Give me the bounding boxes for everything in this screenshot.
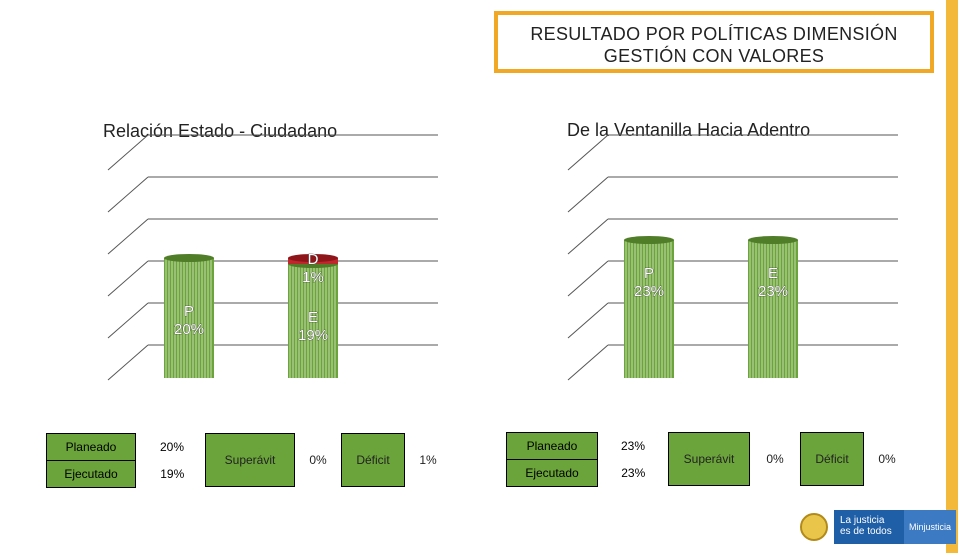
chart1-label-p-1: 20% [174,321,204,338]
chart2-deficit-label: Déficit [800,432,864,486]
chart2-grid-diag [567,134,609,171]
page-title: RESULTADO POR POLÍTICAS DIMENSIÓN GESTIÓ… [494,11,934,73]
chart2-bar-top [748,236,798,244]
chart2-deficit-value: 0% [865,432,909,486]
chart2-grid-diag [567,260,609,297]
chart1-planeado-value: 20% [135,433,209,461]
page-title-line1: RESULTADO POR POLÍTICAS DIMENSIÓN [530,24,898,44]
chart1-deficit-label: Déficit [341,433,405,487]
chart2-plan-table: Planeado 23% Ejecutado 23% [506,432,669,487]
chart1-planeado-label: Planeado [46,433,136,461]
chart1-ejecutado-label: Ejecutado [46,460,136,488]
chart1-title: Relación Estado - Ciudadano [103,121,338,141]
page-title-line2: GESTIÓN CON VALORES [603,46,825,66]
chart1-grid-diag [107,302,149,339]
chart2-title: De la Ventanilla Hacia Adentro [567,120,811,140]
chart2-plot: P23%E23% [567,134,898,381]
chart1-deficit-value: 1% [406,433,450,487]
chart2-grid-diag [567,218,609,255]
chart1-label-e-0: E [308,309,318,326]
chart1-label-p-0: P [184,303,194,320]
chart1-superavit-value: 0% [296,433,340,487]
chart2-superavit-value: 0% [751,432,799,486]
chart1-label-e-1: 19% [298,327,328,344]
logo-slogan: La justicia es de todos [840,515,892,537]
chart2-grid-diag [567,176,609,213]
chart2-grid-diag [567,302,609,339]
chart2-ejecutado-label: Ejecutado [506,459,598,487]
chart2-bar-e [748,236,798,378]
chart1-grid-diag [107,176,149,213]
chart2-label-p-0: P [644,265,654,282]
chart1-grid-diag [107,344,149,381]
chart1-bar-p [164,254,214,378]
chart1-bar-top [164,254,214,262]
chart2-grid-diag [567,344,609,381]
chart2-planeado-value: 23% [597,432,669,460]
chart1-grid-diag [107,260,149,297]
coat-of-arms-icon [800,513,828,541]
chart1-grid-diag [107,218,149,255]
chart1-plan-table: Planeado 20% Ejecutado 19% [46,433,209,488]
logo-blue-panel [834,510,904,544]
accent-side-bar [946,0,958,553]
chart2-superavit-label: Superávit [668,432,750,486]
logo-ministry: Minjusticia [904,510,956,544]
chart1-bar-deficit-top [288,254,338,262]
chart2-bar-p [624,236,674,378]
chart2-planeado-label: Planeado [506,432,598,460]
chart2-bar-top [624,236,674,244]
chart2-label-e-1: 23% [758,283,788,300]
chart1-superavit-label: Superávit [205,433,295,487]
chart1-plot: P20% E19% D1% [107,134,438,381]
logo-slogan-line2: es de todos [840,526,892,537]
chart1-ejecutado-value: 19% [135,460,209,488]
chart2-bar-body [748,240,798,378]
chart2-ejecutado-value: 23% [597,459,669,487]
chart1-grid-diag [107,134,149,171]
chart2-label-p-1: 23% [634,283,664,300]
chart2-bar-body [624,240,674,378]
chart1-label-d-1: 1% [302,269,324,286]
minjusticia-logo: La justicia es de todos Minjusticia [796,510,956,546]
chart2-label-e-0: E [768,265,778,282]
logo-slogan-line1: La justicia [840,515,885,526]
chart1-label-d-0: D [308,251,319,268]
